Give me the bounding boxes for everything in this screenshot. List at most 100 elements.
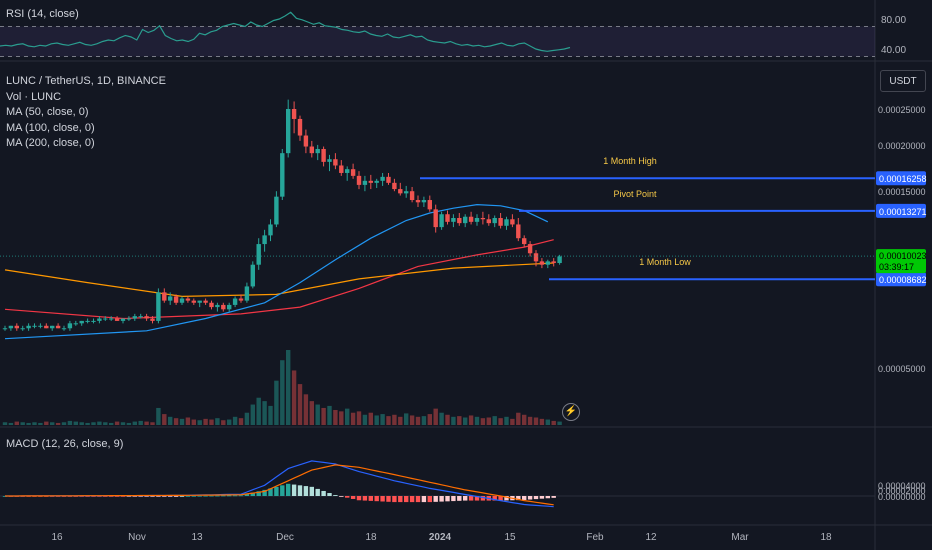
- volume-bar: [26, 422, 31, 425]
- volume-bar: [55, 422, 61, 425]
- volume-bar: [286, 350, 291, 425]
- volume-bar: [445, 414, 450, 425]
- macd-histogram-bar: [539, 496, 545, 499]
- volume-bar: [516, 412, 521, 425]
- candle-body: [380, 176, 385, 181]
- candle-body: [250, 264, 255, 287]
- time-tick-label: Nov: [128, 532, 146, 543]
- time-tick-label: 15: [504, 532, 516, 543]
- candle-body: [350, 169, 356, 176]
- macd-histogram-bar: [533, 496, 539, 500]
- macd-histogram-bar: [209, 495, 214, 497]
- candle-body: [303, 135, 309, 147]
- volume-bar: [421, 416, 427, 425]
- candle-body: [126, 318, 132, 320]
- volume-bar: [262, 401, 267, 425]
- macd-histogram-bar: [185, 495, 191, 497]
- candle-body: [227, 304, 232, 310]
- lightning-icon[interactable]: ⚡: [562, 403, 580, 421]
- candle-body: [79, 320, 84, 324]
- macd-histogram-bar: [191, 495, 196, 497]
- volume-bar: [303, 394, 309, 425]
- macd-histogram-bar: [120, 496, 126, 497]
- macd-histogram-bar: [409, 496, 415, 503]
- macd-histogram-bar: [327, 493, 332, 496]
- candle-body: [162, 292, 167, 301]
- macd-histogram-bar: [173, 496, 179, 497]
- volume-bar: [126, 422, 132, 425]
- volume-bar: [321, 407, 326, 425]
- candle-body: [457, 217, 462, 224]
- volume-bar: [404, 413, 409, 425]
- macd-histogram-bar: [527, 496, 533, 500]
- currency-button[interactable]: USDT: [880, 70, 926, 92]
- volume-bar: [498, 418, 503, 425]
- volume-bar: [551, 420, 556, 425]
- macd-histogram-bar: [492, 496, 497, 501]
- volume-bar: [162, 414, 167, 425]
- volume-bar: [474, 416, 480, 425]
- legend-volume: Vol · LUNC: [6, 90, 62, 103]
- candle-body: [333, 159, 338, 166]
- volume-bar: [227, 419, 232, 425]
- macd-histogram-bar: [286, 483, 291, 496]
- volume-bar: [97, 421, 102, 425]
- volume-bar: [20, 422, 25, 425]
- candle-body: [368, 180, 373, 183]
- volume-bar: [197, 420, 202, 425]
- candle-body: [179, 298, 185, 303]
- macd-histogram-bar: [398, 496, 403, 503]
- volume-bar: [280, 360, 285, 425]
- macd-histogram-bar: [451, 496, 456, 502]
- volume-bar: [504, 416, 509, 425]
- macd-tick-label: 0.00002000: [878, 486, 926, 496]
- level-price-text: 0.00013271: [879, 207, 927, 217]
- time-tick-label: Feb: [586, 532, 604, 543]
- volume-bar: [327, 405, 332, 425]
- candle-body: [451, 217, 456, 222]
- candle-body: [238, 298, 244, 301]
- candle-body: [185, 298, 191, 301]
- candle-body: [398, 189, 403, 194]
- macd-histogram-bar: [350, 496, 356, 499]
- volume-bar: [156, 407, 161, 425]
- macd-histogram-bar: [238, 495, 244, 497]
- candle-body: [522, 238, 527, 245]
- volume-bar: [291, 370, 297, 425]
- candle-body: [421, 200, 427, 203]
- rsi-tick-label: 80.00: [881, 15, 906, 26]
- time-tick-label: 2024: [429, 532, 452, 543]
- macd-histogram-bar: [404, 496, 409, 503]
- volume-bar: [545, 419, 550, 425]
- candle-body: [309, 146, 314, 154]
- candle-body: [8, 325, 14, 329]
- macd-histogram-bar: [321, 490, 326, 496]
- volume-bar: [427, 414, 432, 425]
- macd-histogram-bar: [262, 489, 267, 496]
- volume-bar: [14, 421, 19, 425]
- ma-200-line: [4, 262, 554, 298]
- macd-histogram-bar: [498, 496, 503, 501]
- macd-histogram-bar: [162, 496, 167, 497]
- candle-body: [356, 175, 362, 185]
- candle-body: [144, 316, 149, 319]
- volume-bar: [168, 416, 173, 425]
- macd-tick-label: 0.00000000: [878, 492, 926, 502]
- candle-body: [545, 261, 550, 265]
- candle-body: [551, 261, 556, 264]
- candle-body: [138, 316, 143, 318]
- macd-histogram-bar: [103, 496, 108, 497]
- macd-histogram-bar: [386, 496, 391, 502]
- volume-bar: [533, 417, 539, 425]
- volume-bar: [173, 418, 179, 425]
- candle-body: [274, 196, 279, 225]
- macd-histogram-bar: [309, 486, 314, 496]
- candle-body: [280, 153, 285, 197]
- volume-bar: [85, 422, 90, 425]
- volume-bar: [144, 421, 149, 425]
- macd-histogram-bar: [168, 496, 173, 497]
- candle-body: [362, 180, 368, 185]
- candle-body: [55, 325, 61, 329]
- candle-body: [516, 224, 521, 239]
